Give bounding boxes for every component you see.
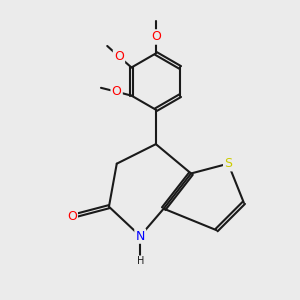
Text: H: H <box>136 256 144 266</box>
Text: O: O <box>114 50 124 63</box>
Text: N: N <box>136 230 145 242</box>
Text: O: O <box>151 31 161 44</box>
Text: S: S <box>224 157 232 170</box>
Text: O: O <box>67 210 77 223</box>
Text: O: O <box>112 85 122 98</box>
